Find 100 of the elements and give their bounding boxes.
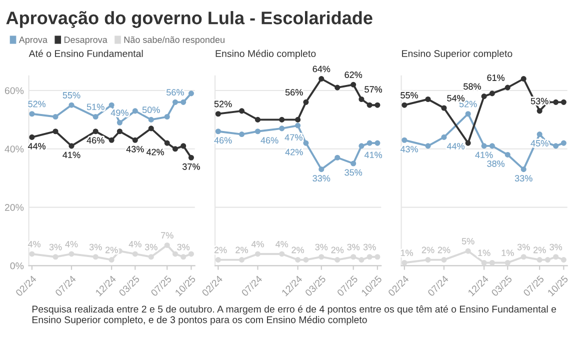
point	[402, 102, 408, 108]
point	[148, 116, 154, 122]
point	[148, 126, 154, 132]
point	[504, 84, 510, 90]
data-label: 3%	[144, 244, 158, 250]
data-label: 44%	[28, 143, 46, 150]
point	[334, 257, 340, 263]
data-label: 57%	[364, 86, 382, 93]
data-label: 3%	[315, 244, 328, 250]
data-label: 56%	[285, 89, 303, 96]
point	[164, 242, 170, 248]
data-label: 58%	[464, 83, 481, 90]
point	[92, 114, 98, 120]
point	[52, 128, 58, 134]
data-label: 3%	[177, 244, 190, 250]
data-label: 43%	[126, 146, 144, 152]
point	[489, 143, 495, 149]
point	[108, 102, 114, 108]
point	[29, 111, 35, 117]
text: Pesquisa realizada entre 2 e 5 de outubro. A margem de erro é de 4 pontos entre os que têm até o Ensino Fundamental e Ensino Superior completo, e de 3 pontos para os com Ensino Médio completo	[32, 305, 556, 326]
y-tick-label: 20%	[4, 204, 24, 211]
point	[279, 251, 285, 257]
data-label: 46%	[214, 137, 232, 144]
point	[350, 82, 356, 88]
legend-label: Desaprova	[64, 36, 108, 45]
data-label: 3%	[89, 244, 102, 250]
point	[108, 257, 114, 263]
data-label: 2%	[292, 246, 304, 254]
data-label: 56%	[166, 89, 184, 96]
point	[374, 254, 380, 260]
point	[279, 126, 285, 132]
point	[465, 111, 471, 117]
chart-subtitle: Ensino Médio completo	[216, 50, 316, 59]
point	[68, 102, 74, 108]
data-label: 50%	[142, 106, 160, 114]
point	[425, 96, 431, 102]
data-label: 4%	[128, 240, 142, 248]
y-tick-label: 40%	[4, 146, 24, 152]
point	[132, 251, 138, 257]
data-label: 62%	[344, 72, 362, 78]
point	[520, 76, 526, 82]
point	[366, 140, 372, 146]
point	[180, 99, 186, 105]
point	[215, 111, 221, 117]
data-label: 41%	[475, 152, 493, 158]
data-label: 2%	[331, 246, 344, 254]
point	[318, 254, 324, 260]
point	[29, 134, 35, 140]
data-label: 43%	[400, 146, 418, 152]
data-label: 46%	[86, 137, 104, 144]
point	[441, 134, 447, 140]
point	[303, 140, 309, 146]
point	[172, 251, 178, 257]
data-label: 55%	[400, 92, 418, 98]
point	[553, 99, 559, 105]
data-label: 51%	[86, 104, 104, 110]
data-label: 64%	[312, 66, 330, 72]
data-label: 33%	[312, 175, 330, 182]
point	[254, 251, 261, 257]
data-label: 7%	[161, 232, 174, 239]
data-label: 3%	[363, 244, 376, 250]
point	[164, 140, 170, 146]
data-label: 3%	[347, 244, 360, 250]
point	[188, 251, 194, 257]
point	[188, 90, 194, 96]
point	[318, 76, 324, 82]
point	[29, 251, 35, 257]
data-label: 55%	[62, 92, 80, 98]
point	[536, 132, 542, 138]
point	[238, 257, 245, 263]
point	[68, 251, 74, 257]
data-label: 4%	[276, 240, 288, 248]
point	[295, 116, 301, 122]
point	[374, 102, 380, 108]
data-label: 47%	[284, 134, 302, 141]
point	[481, 94, 487, 100]
point	[215, 257, 221, 263]
data-label: 42%	[285, 148, 303, 156]
data-label: 44%	[446, 143, 465, 150]
data-label: 41%	[62, 152, 80, 158]
point	[164, 114, 170, 120]
data-label: 37%	[182, 163, 200, 170]
point	[108, 137, 114, 143]
chart-subtitle: Até o Ensino Fundamental	[28, 50, 143, 58]
point	[148, 254, 154, 260]
data-label: 42%	[146, 148, 164, 156]
point	[303, 257, 309, 263]
data-label: 2%	[214, 246, 227, 254]
point	[374, 140, 380, 146]
point	[358, 96, 364, 102]
point	[350, 160, 356, 166]
point	[116, 120, 122, 126]
data-label: 3%	[49, 244, 62, 250]
data-label: 61%	[487, 74, 505, 81]
data-label: 2%	[106, 246, 118, 254]
data-label: 4%	[65, 240, 78, 248]
data-label: 4%	[28, 240, 41, 248]
point	[92, 128, 98, 134]
point	[254, 128, 261, 134]
point	[402, 137, 408, 143]
